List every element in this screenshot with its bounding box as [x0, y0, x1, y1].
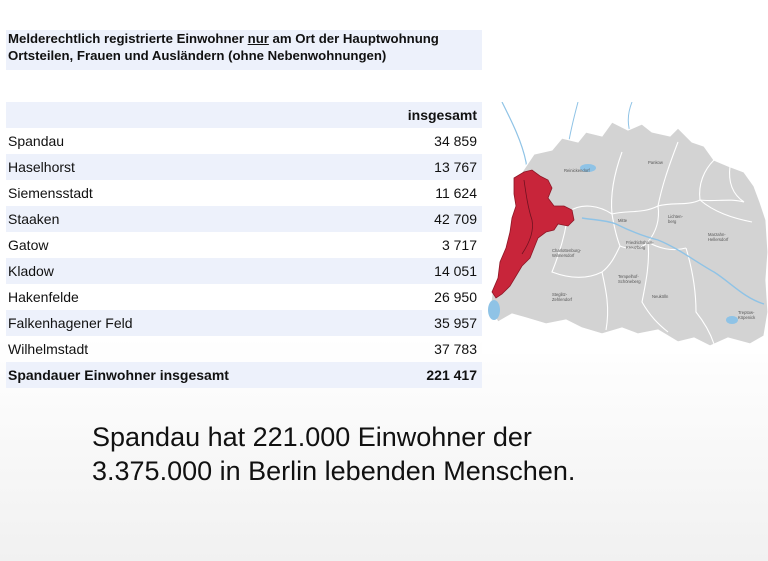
total-value: 221 417	[355, 362, 482, 388]
population-table: insgesamt Spandau 34 859 Haselhorst 13 767 S…	[6, 102, 482, 388]
label-mitte: Mitte	[618, 218, 628, 223]
district-name: Kladow	[6, 258, 355, 284]
table-header-empty	[6, 102, 355, 128]
table-row: Hakenfelde 26 950	[6, 284, 482, 310]
tegel-lake	[580, 164, 596, 172]
summary-caption: Spandau hat 221.000 Einwohner der 3.375.…	[92, 420, 732, 488]
label-charlottenburg-wilmersdorf: Charlottenburg-Wilmersdorf	[552, 248, 582, 258]
district-population: 42 709	[355, 206, 482, 232]
district-population: 3 717	[441, 237, 477, 253]
heading-line-1-end: am Ort der Hauptwohnung	[268, 31, 439, 46]
table-header-row: insgesamt	[6, 102, 482, 128]
district-population: 37 783	[434, 341, 477, 357]
table-row: Haselhorst 13 767	[6, 154, 482, 180]
map-labels: Reinickendorf Pankow Lichten-berg Mitte …	[552, 160, 756, 320]
label-marzahn-hellersdorf: Marzahn-Hellersdorf	[708, 232, 729, 242]
label-lichtenberg: Lichten-berg	[668, 214, 684, 224]
heading-line-1-start: Melderechtlich registrierte Einwohner	[8, 31, 248, 46]
label-friedrichshain-kreuzberg: Friedrichshain-Kreuzberg	[626, 240, 654, 250]
heading-line-2: Ortsteilen, Frauen und Ausländern (ohne …	[8, 48, 387, 63]
heading-underlined-word: nur	[247, 31, 269, 46]
label-neukoelln: Neukölln	[652, 294, 669, 299]
district-name: Siemensstadt	[8, 185, 93, 201]
label-steglitz-zehlendorf: Steglitz-Zehlendorf	[552, 292, 573, 302]
table-row: Gatow 3 717	[6, 232, 482, 258]
district-borders	[551, 141, 753, 345]
heading-line-1: Melderechtlich registrierte Einwohner nu…	[6, 30, 482, 47]
table-row: Staaken 42 709	[6, 206, 482, 232]
label-reinickendorf: Reinickendorf	[564, 168, 590, 173]
table-row: Wilhelmstadt 37 783	[6, 336, 482, 362]
district-name: Spandau	[8, 133, 65, 149]
district-population: 14 051	[355, 258, 482, 284]
label-pankow: Pankow	[648, 160, 664, 165]
berlin-district-map: Reinickendorf Pankow Lichten-berg Mitte …	[482, 102, 768, 354]
spandau-havel-river	[521, 179, 533, 255]
table-row: Falkenhagener Feld 35 957	[6, 310, 482, 336]
district-population: 34 859	[434, 133, 477, 149]
district-name: Wilhelmstadt	[8, 341, 89, 357]
wannsee-lake	[488, 300, 500, 320]
district-name: Staaken	[6, 206, 355, 232]
spandau-district-highlight	[491, 169, 575, 299]
district-name: Gatow	[8, 237, 49, 253]
district-name: Hakenfelde	[8, 289, 79, 305]
column-header-insgesamt: insgesamt	[355, 102, 482, 128]
total-label: Spandauer Einwohner insgesamt	[6, 362, 355, 388]
label-treptow-koepenick: Treptow-Köpenick	[738, 310, 756, 320]
district-population: 11 624	[435, 185, 477, 201]
district-population: 13 767	[355, 154, 482, 180]
caption-line-1: Spandau hat 221.000 Einwohner der	[92, 422, 532, 452]
label-tempelhof-schoeneberg: Tempelhof-Schöneberg	[618, 274, 641, 284]
mueggelsee-lake	[726, 316, 738, 324]
table-row: Siemensstadt 11 624	[6, 180, 482, 206]
district-population: 26 950	[434, 289, 477, 305]
table-total-row: Spandauer Einwohner insgesamt 221 417	[6, 362, 482, 388]
table-row: Spandau 34 859	[6, 128, 482, 154]
river-spree	[581, 217, 765, 305]
table-heading: Melderechtlich registrierte Einwohner nu…	[6, 30, 482, 70]
table-row: Kladow 14 051	[6, 258, 482, 284]
caption-line-2: 3.375.000 in Berlin lebenden Menschen.	[92, 456, 576, 486]
district-name: Haselhorst	[6, 154, 355, 180]
district-population: 35 957	[355, 310, 482, 336]
district-name: Falkenhagener Feld	[6, 310, 355, 336]
